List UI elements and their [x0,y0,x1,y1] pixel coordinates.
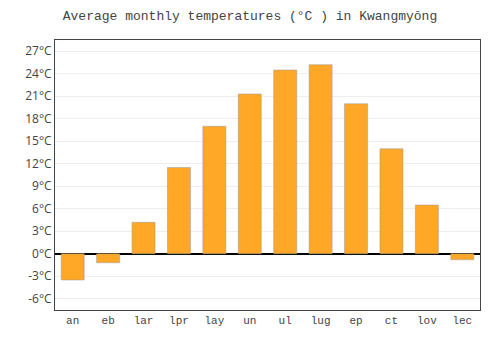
svg-text:ct: ct [385,315,398,327]
svg-text:un: un [243,315,256,327]
svg-text:12°C: 12°C [25,155,52,172]
svg-text:-6°C: -6°C [28,290,52,307]
svg-text:lec: lec [452,315,472,327]
svg-text:ep: ep [349,315,362,327]
svg-text:eb: eb [102,315,115,327]
svg-text:lar: lar [134,315,154,327]
svg-text:6°C: 6°C [32,200,52,217]
svg-text:15°C: 15°C [25,132,52,149]
svg-text:ul: ul [279,315,292,327]
svg-text:0°C: 0°C [32,245,52,262]
svg-text:21°C: 21°C [25,87,52,104]
svg-text:lay: lay [204,315,224,327]
svg-text:Average monthly temperatures (: Average monthly temperatures (°C ) in Kw… [63,9,437,24]
svg-text:9°C: 9°C [32,177,52,194]
svg-text:lug: lug [311,315,331,327]
svg-text:3°C: 3°C [32,222,52,239]
svg-text:24°C: 24°C [25,65,52,82]
svg-text:18°C: 18°C [25,110,52,127]
svg-text:an: an [66,315,79,327]
svg-text:27°C: 27°C [25,42,52,59]
svg-text:-3°C: -3°C [28,267,52,284]
svg-text:lov: lov [417,315,437,327]
svg-text:lpr: lpr [169,315,189,327]
